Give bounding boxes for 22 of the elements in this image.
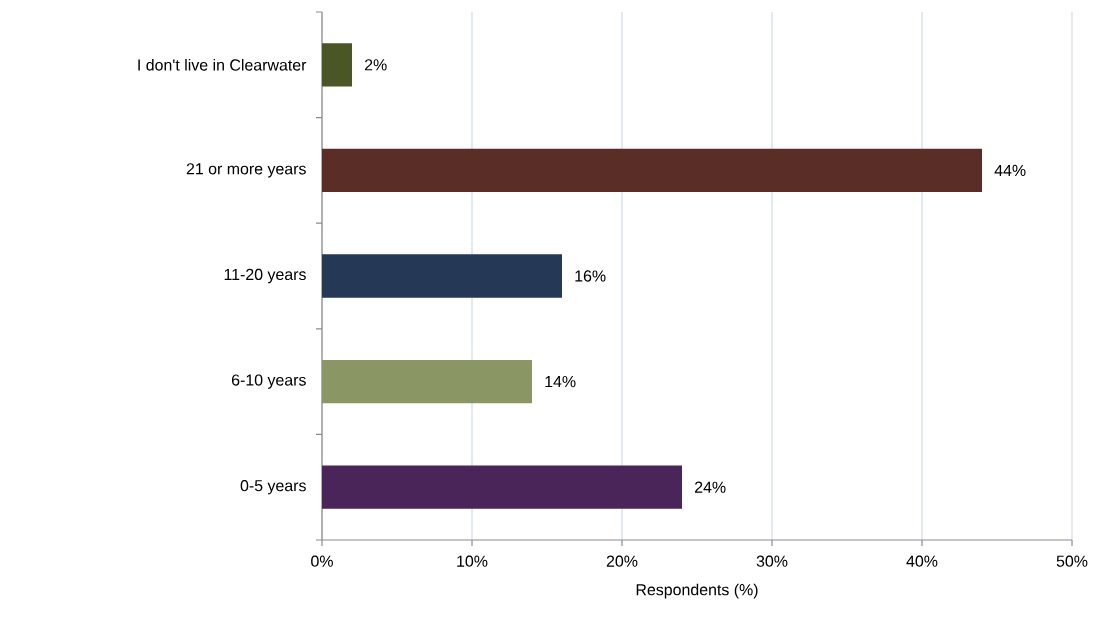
- bar: [322, 359, 532, 404]
- bar: [322, 254, 562, 298]
- bar: [322, 148, 983, 193]
- x-tick-label: 0%: [311, 555, 333, 567]
- x-tick-label: 10%: [457, 555, 488, 567]
- x-tick-label: 40%: [906, 555, 938, 567]
- data-label: 24%: [695, 481, 726, 493]
- x-tick-label: 20%: [606, 555, 638, 567]
- data-label: 44%: [994, 164, 1026, 176]
- y-tick-label: 11-20 years: [224, 268, 306, 284]
- x-tick-label: 50%: [1056, 555, 1088, 567]
- data-label: 14%: [545, 376, 576, 388]
- y-tick-label: 6-10 years: [231, 374, 306, 389]
- y-tick-label: I don't live in Clearwater: [138, 58, 307, 71]
- x-axis-title: Respondents (%): [636, 583, 758, 599]
- x-tick-label: 30%: [756, 555, 788, 567]
- y-tick-label: 0-5 years: [240, 479, 306, 495]
- y-tick-label: 21 or more years: [186, 163, 306, 178]
- bar: [322, 43, 352, 87]
- data-label: 16%: [575, 270, 606, 282]
- bar: [322, 465, 682, 509]
- data-label: 2%: [365, 59, 387, 71]
